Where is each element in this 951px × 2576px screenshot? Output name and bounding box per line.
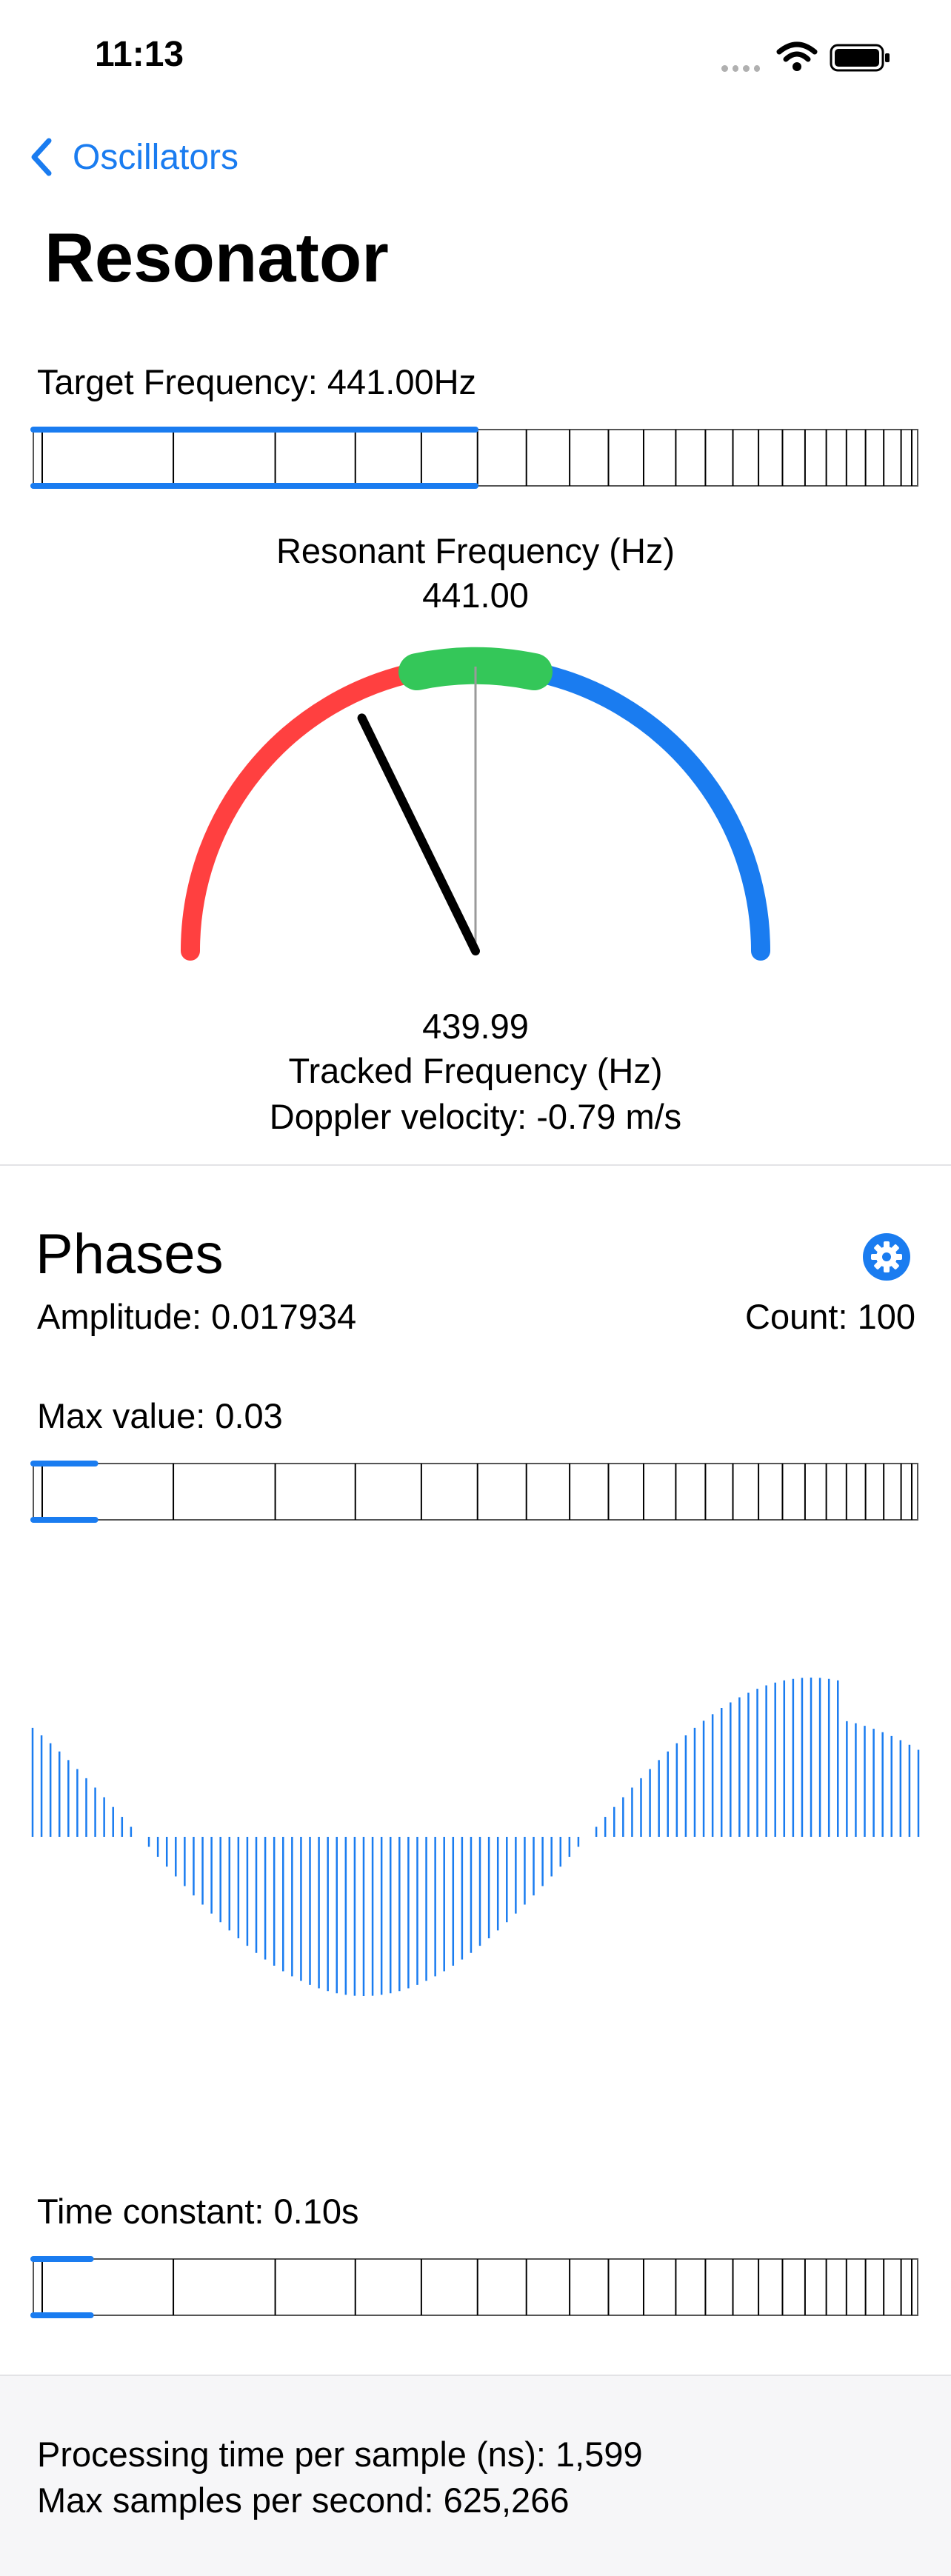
signal-icon <box>721 65 760 74</box>
gauge-arc-high <box>524 662 770 961</box>
back-button[interactable]: Oscillators <box>27 135 238 179</box>
wifi-icon <box>776 41 818 71</box>
gauge-title: Resonant Frequency (Hz) <box>276 531 675 570</box>
page-title: Resonator <box>44 218 389 296</box>
slider-track <box>33 1463 918 1521</box>
back-label: Oscillators <box>73 137 239 177</box>
battery-icon <box>830 44 890 72</box>
max-value-slider[interactable] <box>30 1456 921 1530</box>
gauge-needle <box>357 713 480 955</box>
slider-track <box>33 2258 918 2316</box>
phase-bars-chart <box>31 1678 920 1996</box>
tuning-gauge <box>181 647 770 961</box>
max-value-label: Max value: 0.03 <box>37 1396 283 1435</box>
slider-track <box>33 429 918 487</box>
tracked-value: 439.99 <box>422 1007 529 1046</box>
settings-button[interactable] <box>862 1232 911 1281</box>
gauge-arc-in-tune <box>398 647 553 690</box>
time-constant-label: Time constant: 0.10s <box>37 2192 359 2231</box>
gauge-arc-low <box>181 662 427 961</box>
stats-panel <box>0 2375 951 2576</box>
processing-time: Processing time per sample (ns): 1,599 <box>37 2435 643 2474</box>
amplitude-label: Amplitude: 0.017934 <box>37 1297 357 1336</box>
resonant-value: 441.00 <box>422 575 529 615</box>
target-frequency-label: Target Frequency: 441.00Hz <box>37 362 477 401</box>
doppler-velocity: Doppler velocity: -0.79 m/s <box>269 1097 682 1136</box>
target-frequency-slider[interactable] <box>30 422 921 496</box>
divider <box>0 2375 951 2376</box>
count-label: Count: 100 <box>745 1297 915 1336</box>
tracked-label: Tracked Frequency (Hz) <box>288 1051 663 1090</box>
divider <box>0 1164 951 1166</box>
max-samples: Max samples per second: 625,266 <box>37 2480 570 2520</box>
status-time: 11:13 <box>95 35 184 74</box>
chevron-left-icon <box>31 138 52 176</box>
time-constant-slider[interactable] <box>30 2252 921 2326</box>
phases-title: Phases <box>36 1223 224 1286</box>
